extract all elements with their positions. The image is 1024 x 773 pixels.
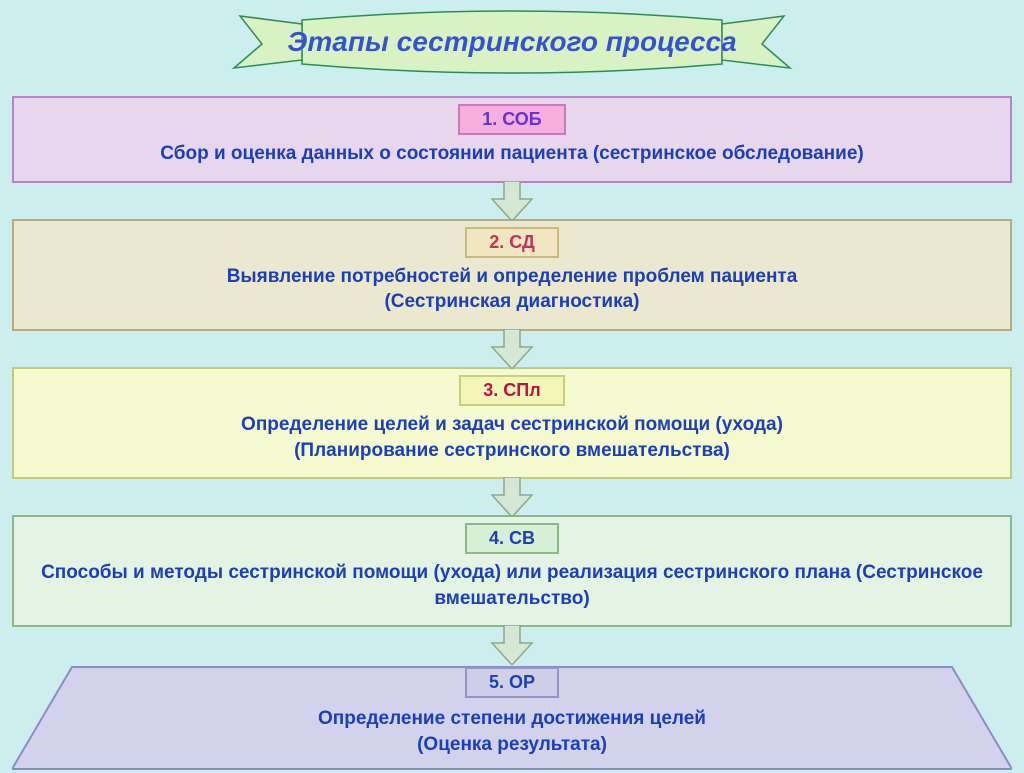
arrow-2-3 bbox=[490, 329, 534, 369]
stage-2-desc: Выявление потребностей и определение про… bbox=[26, 264, 998, 315]
arrow-3-4 bbox=[490, 477, 534, 517]
stage-1-tag: 1. СОБ bbox=[458, 104, 566, 135]
stage-2-tag: 2. СД bbox=[465, 227, 559, 258]
arrow-4-5 bbox=[490, 625, 534, 665]
flowchart: 1. СОБ Сбор и оценка данных о состоянии … bbox=[12, 96, 1012, 773]
stage-5-desc: Определение степени достижения целей(Оце… bbox=[12, 706, 1012, 757]
stage-4: 4. СВ Способы и методы сестринской помощ… bbox=[12, 515, 1012, 627]
stage-1-desc: Сбор и оценка данных о состоянии пациент… bbox=[26, 141, 998, 167]
stage-3-desc: Определение целей и задач сестринской по… bbox=[26, 412, 998, 463]
stage-5-tag-text: 5. ОР bbox=[489, 672, 535, 692]
arrow-1-2 bbox=[490, 181, 534, 221]
stage-3-tag-text: 3. СПл bbox=[483, 380, 540, 400]
stage-3: 3. СПл Определение целей и задач сестрин… bbox=[12, 367, 1012, 479]
stage-2-tag-text: 2. СД bbox=[489, 232, 535, 252]
stage-2: 2. СД Выявление потребностей и определен… bbox=[12, 219, 1012, 331]
title-banner: Этапы сестринского процесса bbox=[222, 8, 802, 88]
stage-4-tag-text: 4. СВ bbox=[489, 528, 535, 548]
stage-3-tag: 3. СПл bbox=[459, 375, 564, 406]
stage-4-desc: Способы и методы сестринской помощи (ухо… bbox=[26, 560, 998, 611]
stage-1: 1. СОБ Сбор и оценка данных о состоянии … bbox=[12, 96, 1012, 183]
banner-shape bbox=[222, 8, 802, 88]
stage-1-tag-text: 1. СОБ bbox=[482, 109, 542, 129]
stage-5-tag: 5. ОР bbox=[465, 667, 559, 698]
stage-4-tag: 4. СВ bbox=[465, 523, 559, 554]
stage-5: 5. ОР Определение степени достижения цел… bbox=[12, 663, 1012, 773]
